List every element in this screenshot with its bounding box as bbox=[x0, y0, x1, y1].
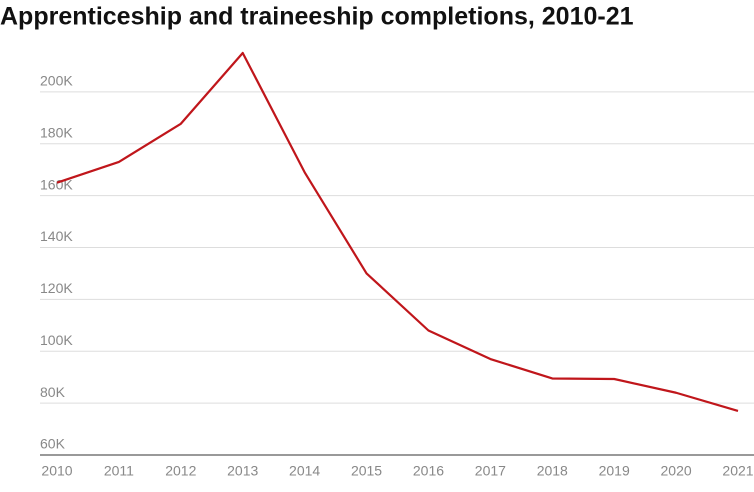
x-tick-label: 2018 bbox=[537, 463, 568, 479]
y-tick-label: 120K bbox=[40, 280, 73, 296]
chart-title: Apprenticeship and traineeship completio… bbox=[0, 3, 634, 31]
x-tick-label: 2014 bbox=[289, 463, 320, 479]
y-tick-label: 80K bbox=[40, 384, 66, 400]
x-tick-label: 2010 bbox=[41, 463, 72, 479]
y-tick-label: 200K bbox=[40, 73, 73, 89]
x-tick-label: 2012 bbox=[165, 463, 196, 479]
y-tick-label: 140K bbox=[40, 228, 73, 244]
x-tick-label: 2017 bbox=[475, 463, 506, 479]
data-line bbox=[56, 51, 739, 412]
x-tick-label: 2011 bbox=[104, 463, 134, 479]
x-tick-label: 2015 bbox=[351, 463, 382, 479]
x-tick-label: 2021 bbox=[722, 463, 753, 479]
x-tick-label: 2019 bbox=[599, 463, 630, 479]
y-tick-label: 60K bbox=[40, 436, 66, 452]
x-tick-label: 2020 bbox=[661, 463, 692, 479]
x-tick-label: 2013 bbox=[227, 463, 258, 479]
y-tick-label: 100K bbox=[40, 332, 73, 348]
x-tick-label: 2016 bbox=[413, 463, 444, 479]
y-tick-label: 180K bbox=[40, 124, 73, 140]
